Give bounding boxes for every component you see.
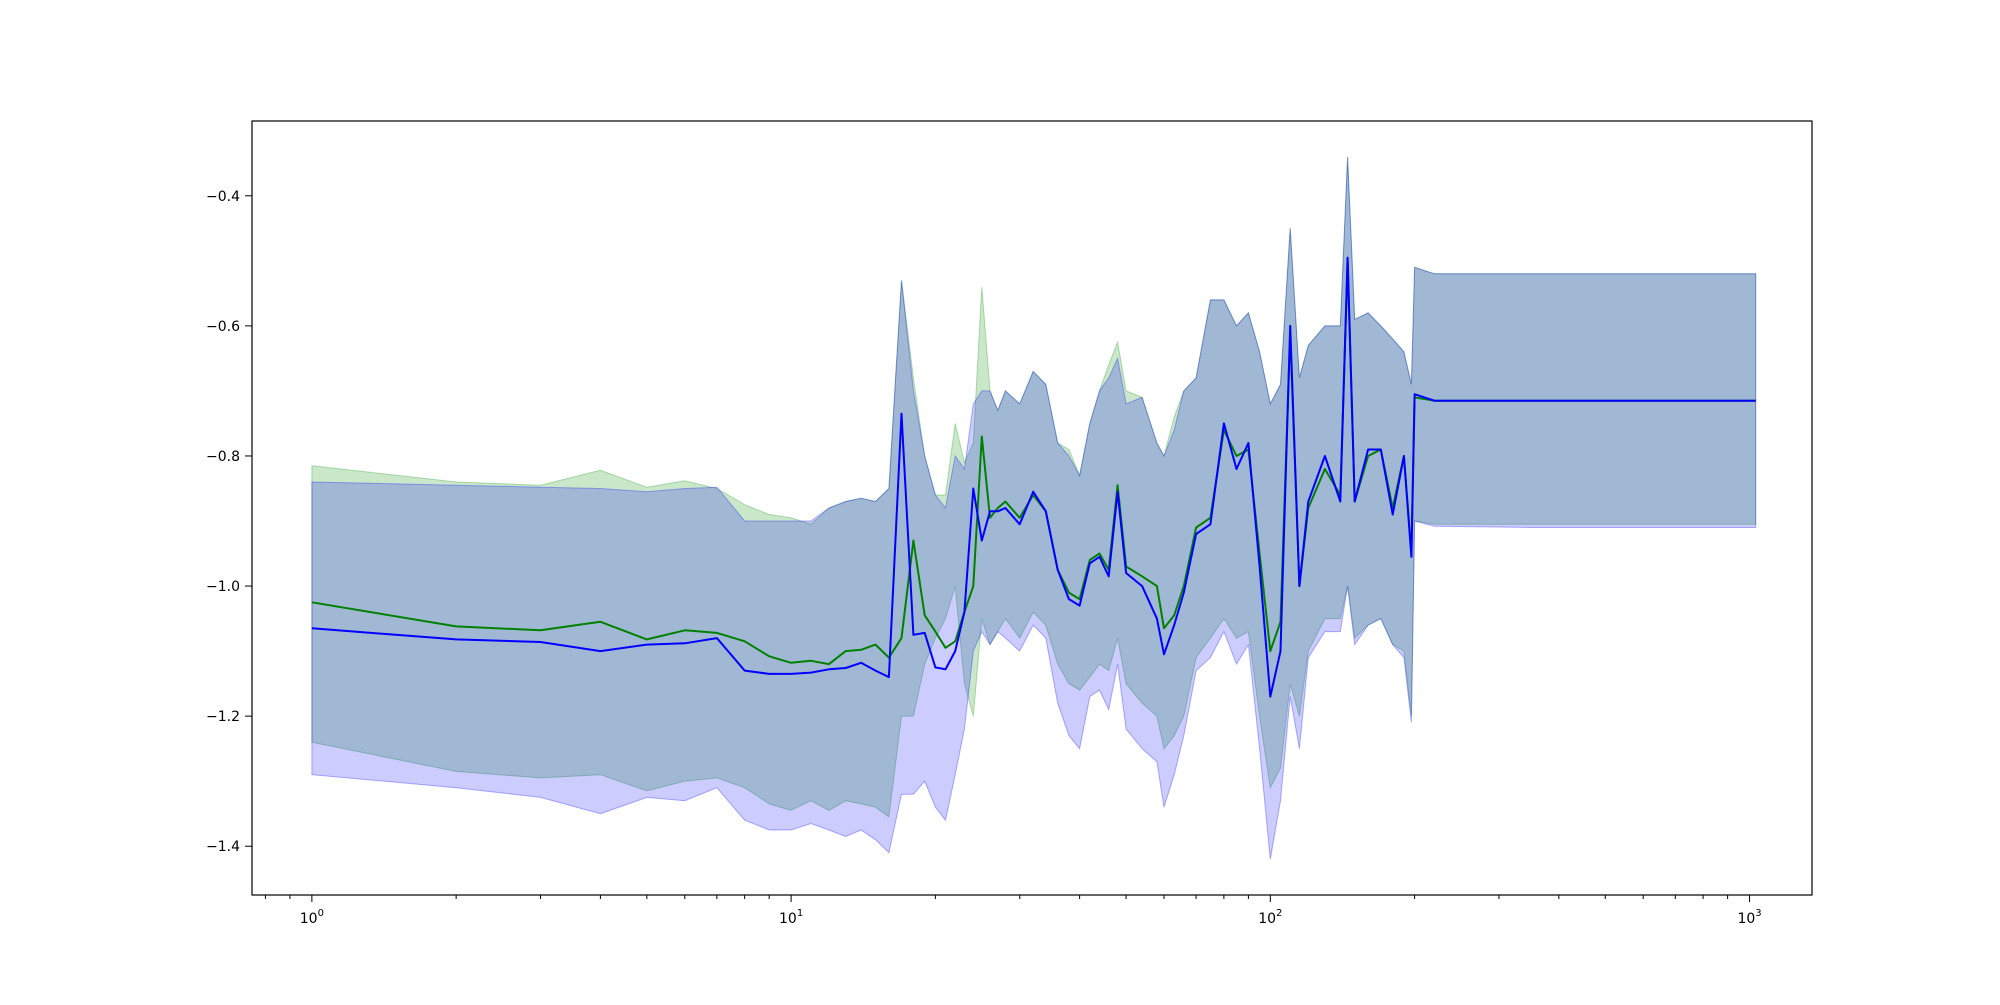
y-tick-label: −1.2 — [206, 709, 240, 725]
series-2-band — [311, 156, 1757, 860]
y-tick-label: −0.4 — [206, 189, 240, 205]
y-tick-label: −0.8 — [206, 449, 240, 465]
confidence-bands — [311, 156, 1757, 860]
y-axis: −0.4 −0.6 −0.8 −1.0 −1.2 −1.4 — [206, 189, 252, 855]
series-2-line — [311, 256, 1756, 698]
y-tick-label: −1.0 — [206, 579, 240, 595]
y-tick-label: −1.4 — [206, 839, 240, 855]
y-tick-label: −0.6 — [206, 319, 240, 335]
series-lines — [311, 256, 1756, 698]
plot-frame — [251, 120, 1813, 896]
series-1-band — [311, 156, 1757, 818]
